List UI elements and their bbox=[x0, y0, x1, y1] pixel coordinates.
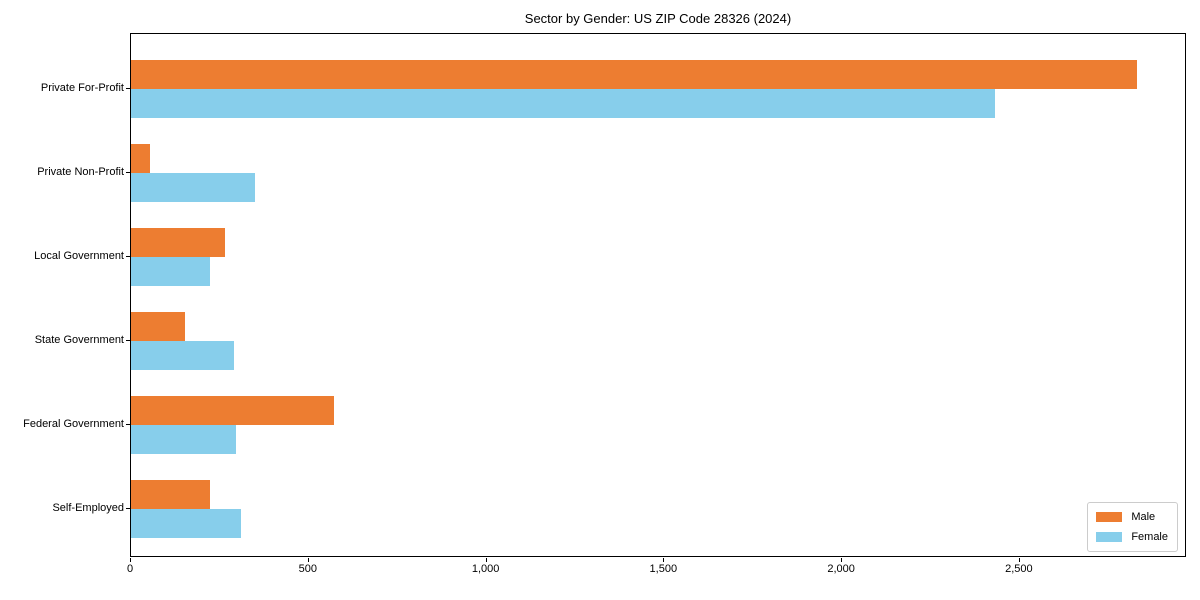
bar-male-local-government bbox=[131, 228, 225, 257]
x-tick-mark bbox=[1018, 558, 1020, 562]
y-tick-mark bbox=[126, 424, 130, 425]
y-tick-mark bbox=[126, 172, 130, 173]
y-tick-label-private-non-profit: Private Non-Profit bbox=[37, 166, 124, 178]
legend-label-female: Female bbox=[1131, 531, 1168, 543]
bar-male-federal-government bbox=[131, 396, 334, 425]
bar-female-private-for-profit bbox=[131, 89, 995, 118]
y-tick-label-state-government: State Government bbox=[34, 334, 124, 346]
x-tick-mark bbox=[841, 558, 843, 562]
chart-title: Sector by Gender: US ZIP Code 28326 (202… bbox=[524, 11, 792, 26]
x-tick-mark bbox=[307, 558, 309, 562]
x-tick-mark bbox=[663, 558, 665, 562]
x-tick-label-2500: 2,500 bbox=[1005, 563, 1033, 575]
bar-male-private-non-profit bbox=[131, 144, 151, 173]
bar-female-private-non-profit bbox=[131, 173, 255, 202]
bar-male-self-employed bbox=[131, 480, 210, 509]
y-tick-label-private-for-profit: Private For-Profit bbox=[40, 82, 124, 94]
x-tick-label-1500: 1,500 bbox=[649, 563, 678, 575]
x-tick-label-1000: 1,000 bbox=[471, 563, 500, 575]
x-tick-mark bbox=[485, 558, 487, 562]
y-tick-label-local-government: Local Government bbox=[34, 250, 124, 262]
legend-item-male: Male bbox=[1096, 509, 1168, 525]
x-tick-label-0: 0 bbox=[126, 563, 134, 575]
y-tick-label-federal-government: Federal Government bbox=[23, 418, 124, 430]
y-tick-mark bbox=[126, 88, 130, 89]
x-tick-label-2000: 2,000 bbox=[827, 563, 855, 575]
x-tick-mark bbox=[130, 558, 131, 562]
bar-female-self-employed bbox=[131, 509, 242, 538]
legend: Male Female bbox=[1087, 502, 1178, 552]
bar-female-federal-government bbox=[131, 425, 237, 454]
legend-label-male: Male bbox=[1131, 511, 1156, 523]
bar-female-local-government bbox=[131, 257, 211, 286]
legend-item-female: Female bbox=[1096, 529, 1168, 545]
female-swatch-icon bbox=[1096, 532, 1123, 542]
y-tick-mark bbox=[126, 256, 130, 257]
male-swatch-icon bbox=[1096, 512, 1123, 522]
x-tick-label-500: 500 bbox=[298, 563, 317, 575]
bar-male-private-for-profit bbox=[131, 60, 1138, 89]
y-tick-mark bbox=[126, 340, 130, 341]
bar-male-state-government bbox=[131, 312, 185, 341]
y-tick-label-self-employed: Self-Employed bbox=[52, 502, 124, 514]
bar-female-state-government bbox=[131, 341, 235, 370]
plot-area: Male Female bbox=[130, 33, 1186, 557]
y-tick-mark bbox=[126, 508, 130, 509]
